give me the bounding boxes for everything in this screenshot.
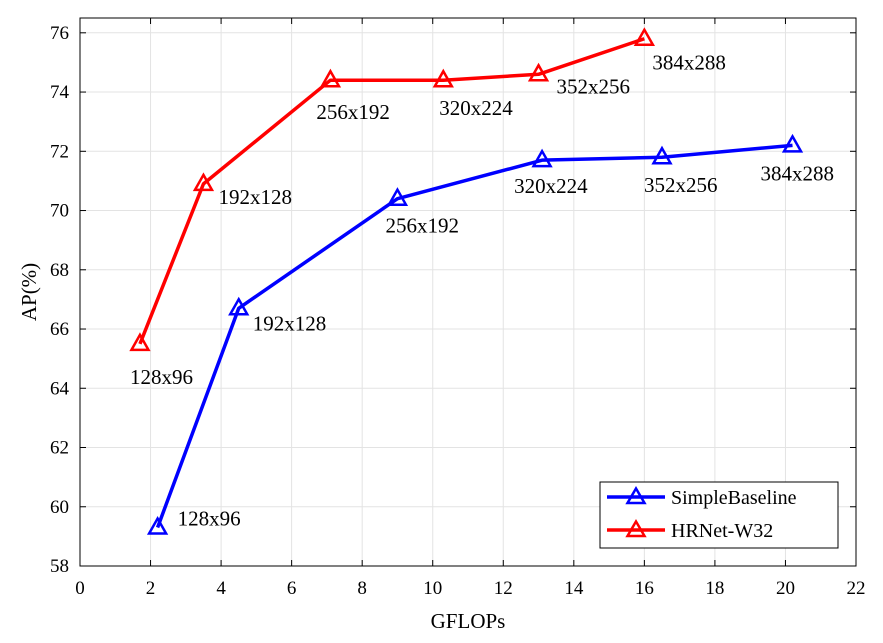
legend-marker-simplebaseline — [625, 486, 647, 505]
point-label-hrnet-w32: 384x288 — [652, 51, 726, 75]
x-tick-label: 14 — [564, 578, 584, 599]
y-tick-label: 76 — [50, 23, 69, 44]
legend-marker-hrnet — [625, 519, 647, 538]
y-tick-label: 70 — [50, 201, 69, 222]
y-tick-label: 58 — [50, 556, 69, 577]
data-point-simplebaseline — [146, 515, 169, 535]
data-point-hrnet-w32 — [432, 68, 454, 88]
legend: SimpleBaseline HRNet-W32 — [599, 481, 839, 549]
legend-label-hrnet: HRNet-W32 — [671, 520, 773, 542]
y-tick-label: 60 — [50, 497, 69, 518]
point-label-simplebaseline: 192x128 — [253, 311, 327, 335]
point-label-hrnet-w32: 128x96 — [130, 365, 193, 389]
x-tick-label: 12 — [494, 578, 513, 599]
plot-frame — [79, 17, 857, 567]
y-axis-title: AP(%) — [17, 263, 41, 321]
data-point-simplebaseline — [386, 187, 409, 206]
data-point-simplebaseline — [651, 145, 673, 165]
y-tick-label: 66 — [50, 319, 69, 340]
data-point-hrnet-w32 — [527, 62, 550, 82]
point-label-simplebaseline: 352x256 — [644, 173, 718, 197]
series-line-hrnet-w32 — [138, 37, 645, 345]
point-label-simplebaseline: 128x96 — [178, 506, 241, 530]
y-tick-label: 68 — [50, 260, 69, 281]
point-label-hrnet-w32: 320x224 — [439, 96, 513, 120]
point-label-simplebaseline: 384x288 — [761, 161, 835, 185]
data-point-simplebaseline — [228, 296, 250, 316]
data-point-simplebaseline — [781, 133, 804, 153]
x-tick-label: 0 — [75, 578, 85, 599]
point-label-simplebaseline: 256x192 — [385, 214, 459, 238]
legend-label-simplebaseline: SimpleBaseline — [671, 487, 797, 509]
data-point-hrnet-w32 — [633, 27, 656, 46]
x-axis-title: GFLOPs — [431, 609, 506, 633]
x-tick-label: 2 — [146, 578, 156, 599]
x-tick-label: 18 — [705, 578, 724, 599]
point-label-hrnet-w32: 352x256 — [557, 74, 631, 98]
x-tick-label: 8 — [357, 578, 367, 599]
data-point-hrnet-w32 — [319, 68, 342, 88]
data-point-hrnet-w32 — [192, 172, 215, 192]
point-label-simplebaseline: 320x224 — [514, 174, 588, 198]
data-point-simplebaseline — [531, 148, 553, 168]
data-point-hrnet-w32 — [129, 332, 151, 352]
point-label-hrnet-w32: 192x128 — [218, 185, 291, 209]
series-line-simplebaseline — [155, 143, 793, 529]
y-tick-label: 74 — [50, 82, 70, 103]
x-tick-label: 4 — [216, 578, 226, 599]
y-tick-label: 64 — [50, 378, 70, 399]
y-tick-label: 72 — [50, 141, 69, 162]
x-tick-label: 6 — [287, 578, 297, 599]
x-tick-label: 10 — [423, 578, 442, 599]
x-tick-label: 22 — [847, 578, 866, 599]
point-labels: 128x96 192x128 256x192 320x224 352x256 384x28… — [130, 51, 834, 531]
point-label-hrnet-w32: 256x192 — [316, 100, 390, 124]
series-layer — [129, 27, 804, 535]
x-tick-label: 16 — [635, 578, 654, 599]
x-tick-label: 20 — [776, 578, 795, 599]
y-tick-label: 62 — [50, 438, 69, 459]
